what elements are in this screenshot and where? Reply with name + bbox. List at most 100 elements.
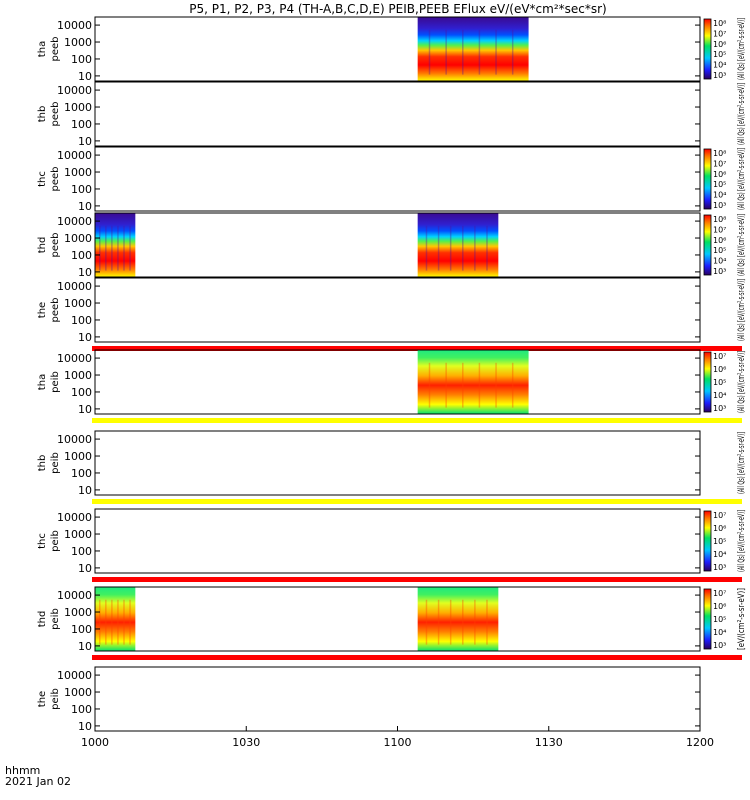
data-texture-tha-peeb-0-1 bbox=[445, 29, 447, 75]
colorbar-tick-thc-peeb-1: 10⁴ bbox=[713, 191, 726, 200]
colorbar-tick-tha-peib-4: 10⁷ bbox=[713, 352, 726, 361]
panel-label-probe-tha-peib: tha bbox=[37, 374, 48, 390]
y-tick-label-thd-peeb-1: 100 bbox=[71, 249, 92, 262]
y-tick-label-thb-peeb-2: 1000 bbox=[64, 101, 92, 114]
date-label: 2021 Jan 02 bbox=[5, 775, 71, 788]
y-tick-label-the-peeb-0: 10 bbox=[78, 331, 92, 344]
x-tick-label-0: 1000 bbox=[81, 736, 109, 749]
data-texture-thd-peib-0-0 bbox=[99, 599, 101, 645]
panel-frame-tha-peeb bbox=[94, 16, 701, 82]
panel-frame-thc-peeb bbox=[94, 146, 701, 212]
panel-label-probe-thd-peib: thd bbox=[37, 611, 48, 628]
y-tick-label-thb-peib-1: 100 bbox=[71, 467, 92, 480]
band-below-thc-peib bbox=[92, 577, 742, 582]
y-tick-label-the-peib-1: 100 bbox=[71, 703, 92, 716]
y-tick-label-thc-peeb-2: 1000 bbox=[64, 166, 92, 179]
panel-tha-peib: 10 100 1000 10000 tha peib 10³ 10⁴ 10⁵ 10⁶ 10⁷ (All… bbox=[37, 349, 747, 423]
colorbar-tick-thc-peib-1: 10⁴ bbox=[713, 550, 726, 559]
y-tick-label-the-peeb-1: 100 bbox=[71, 314, 92, 327]
band-below-thb-peib bbox=[92, 499, 742, 504]
y-tick-label-the-peeb-2: 1000 bbox=[64, 297, 92, 310]
x-header-label: hhmm bbox=[5, 764, 40, 777]
panel-label-product-tha-peib: peib bbox=[50, 371, 61, 393]
colorbar-tick-thd-peib-2: 10⁵ bbox=[713, 615, 726, 624]
y-tick-label-thb-peeb-3: 10000 bbox=[57, 84, 92, 97]
y-tick-label-thd-peib-1: 100 bbox=[71, 623, 92, 636]
colorbar-thc-peib bbox=[703, 510, 712, 572]
data-texture-tha-peeb-0-5 bbox=[511, 29, 514, 75]
panel-the-peeb: 10 100 1000 10000 the peeb (All Qs) [eV/(cm²-s… bbox=[37, 277, 747, 351]
panel-frame-thb-peib bbox=[94, 430, 701, 496]
figure-title: P5, P1, P2, P3, P4 (TH-A,B,C,D,E) PEIB,P… bbox=[189, 2, 606, 16]
colorbar-tick-tha-peib-0: 10³ bbox=[713, 404, 726, 413]
panel-frame-thb-peeb bbox=[94, 81, 701, 147]
data-texture-thd-peeb-1-4 bbox=[474, 225, 476, 271]
colorbar-tick-tha-peib-2: 10⁵ bbox=[713, 378, 726, 387]
panel-label-product-thb-peib: peib bbox=[50, 452, 61, 474]
data-block-thd-peib-1 bbox=[417, 587, 499, 651]
panel-label-product-tha-peeb: peeb bbox=[50, 37, 61, 62]
panel-thd-peib: 10 100 1000 10000 thd peib 10³ 10⁴ 10⁵ 10⁶ 10⁷ [eV/… bbox=[37, 586, 747, 660]
data-texture-tha-peeb-0-0 bbox=[428, 29, 431, 75]
panel-label-product-the-peeb: peeb bbox=[50, 298, 61, 323]
data-texture-thd-peib-1-1 bbox=[437, 599, 440, 645]
band-below-thd-peib bbox=[92, 655, 742, 660]
y-tick-label-thd-peeb-3: 10000 bbox=[57, 215, 92, 228]
data-texture-thd-peeb-1-2 bbox=[449, 225, 452, 271]
panel-label-product-thc-peib: peib bbox=[50, 530, 61, 552]
y-tick-label-thd-peeb-0: 10 bbox=[78, 266, 92, 279]
colorbar-label-tha-peeb: (All Qs) [eV/(cm²-s-sr-eV)] bbox=[737, 18, 747, 80]
colorbar-tick-tha-peib-3: 10⁶ bbox=[713, 365, 726, 374]
colorbar-tha-peeb bbox=[703, 18, 712, 80]
panel-thc-peib: 10 100 1000 10000 thc peib 10³ 10⁴ 10⁵ 10⁶ 10⁷ (All… bbox=[37, 508, 747, 582]
panel-frame-thd-peib bbox=[94, 586, 701, 652]
colorbar-label-thc-peib: (All Qs) [eV/(cm²-s-sr-eV)] bbox=[737, 510, 747, 572]
panel-label-probe-thb-peib: thb bbox=[37, 455, 48, 472]
data-texture-thd-peib-0-2 bbox=[111, 599, 113, 645]
panel-frame-thc-peib bbox=[94, 508, 701, 574]
panel-frame-tha-peib bbox=[94, 349, 701, 415]
y-tick-label-tha-peib-0: 10 bbox=[78, 403, 92, 416]
data-texture-tha-peeb-0-2 bbox=[462, 29, 464, 75]
x-tick-label-1: 1030 bbox=[232, 736, 260, 749]
colorbar-tick-thc-peeb-2: 10⁵ bbox=[713, 180, 726, 189]
colorbar-tick-thc-peeb-3: 10⁶ bbox=[713, 170, 726, 179]
y-tick-label-thc-peib-1: 100 bbox=[71, 545, 92, 558]
data-texture-tha-peib-0-2 bbox=[462, 362, 464, 408]
data-block-thd-peib-0 bbox=[95, 587, 136, 651]
colorbar-label-tha-peib: (All Qs) [eV/(cm²-s-sr-eV)] bbox=[737, 351, 747, 413]
panel-label-probe-the-peib: the bbox=[37, 691, 48, 707]
y-tick-label-the-peib-0: 10 bbox=[78, 720, 92, 733]
colorbar-tick-thc-peeb-5: 10⁸ bbox=[713, 149, 726, 158]
colorbar-label-thd-peeb: (All Qs) [eV/(cm²-s-sr-eV)] bbox=[737, 214, 747, 276]
y-tick-label-tha-peeb-0: 10 bbox=[78, 70, 92, 83]
data-texture-tha-peib-0-0 bbox=[428, 362, 431, 408]
data-texture-thd-peib-0-5 bbox=[129, 599, 131, 645]
panel-frame-the-peeb bbox=[94, 277, 701, 343]
colorbar-thd-peeb bbox=[703, 214, 712, 276]
y-tick-label-tha-peeb-1: 100 bbox=[71, 53, 92, 66]
colorbar-tick-thd-peib-0: 10³ bbox=[713, 641, 726, 650]
colorbar-tick-thd-peeb-1: 10⁴ bbox=[713, 257, 726, 266]
data-texture-tha-peeb-0-4 bbox=[495, 29, 497, 75]
colorbar-tick-tha-peeb-2: 10⁵ bbox=[713, 50, 726, 59]
panel-label-probe-thb-peeb: thb bbox=[37, 106, 48, 123]
y-tick-label-thb-peeb-0: 10 bbox=[78, 135, 92, 148]
y-tick-label-tha-peib-3: 10000 bbox=[57, 352, 92, 365]
panel-thb-peeb: 10 100 1000 10000 thb peeb (All Qs) [eV/(cm²-s… bbox=[37, 81, 747, 148]
band-below-the-peeb bbox=[92, 346, 742, 351]
colorbar-label-thb-peib: (All Qs) [eV/(cm²-s-sr-eV)] bbox=[737, 432, 747, 494]
data-texture-thd-peib-0-1 bbox=[105, 599, 107, 645]
y-tick-label-the-peib-3: 10000 bbox=[57, 669, 92, 682]
data-texture-thd-peib-1-2 bbox=[449, 599, 452, 645]
panel-thb-peib: 10 100 1000 10000 thb peib (All Qs) [eV/(cm²-s… bbox=[37, 430, 747, 504]
data-texture-thd-peib-0-3 bbox=[117, 599, 119, 645]
colorbar-tick-thd-peeb-0: 10³ bbox=[713, 267, 726, 276]
y-tick-label-thd-peib-2: 1000 bbox=[64, 606, 92, 619]
colorbar-tick-tha-peeb-5: 10⁸ bbox=[713, 19, 726, 28]
panel-label-product-the-peib: peib bbox=[50, 688, 61, 710]
y-tick-label-tha-peib-1: 100 bbox=[71, 386, 92, 399]
